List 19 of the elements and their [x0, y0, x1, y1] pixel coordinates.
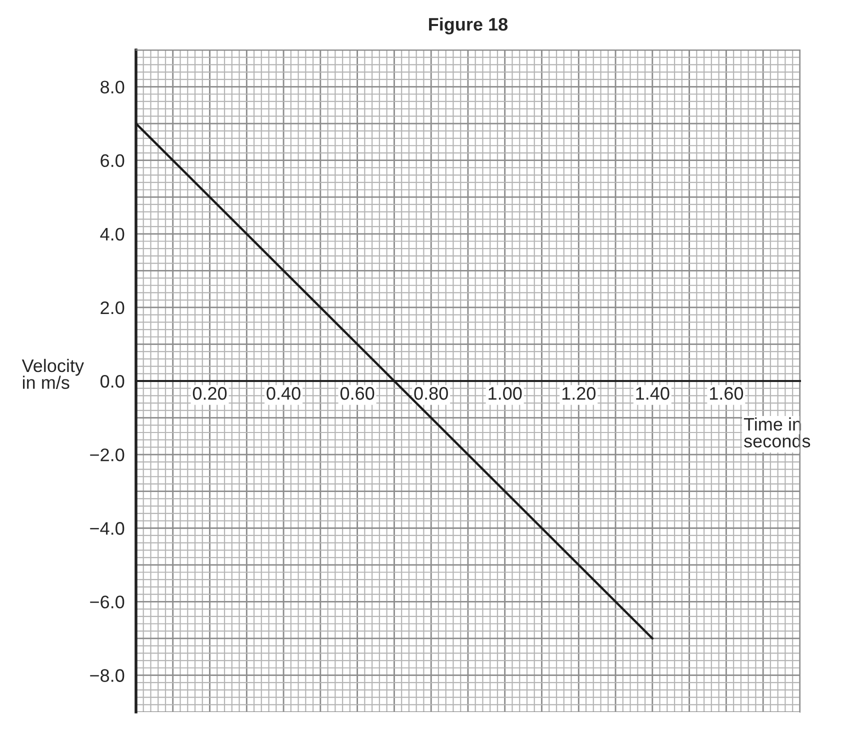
y-tick-label: 8.0: [100, 80, 124, 94]
y-tick-label: −6.0: [90, 596, 124, 608]
x-tick-label: 0.80: [414, 387, 448, 400]
x-tick-label: 0.60: [340, 387, 374, 400]
x-tick-label: 1.00: [488, 387, 522, 400]
y-tick-label: −4.0: [90, 522, 124, 535]
x-tick-label: 0.20: [192, 387, 227, 400]
chart-title: Figure 18: [429, 17, 508, 34]
x-tick-label: 1.20: [562, 387, 596, 400]
y-axis-title: Velocity in m/s: [22, 358, 84, 389]
y-tick-label: 6.0: [100, 154, 124, 168]
y-tick-label: 2.0: [100, 301, 124, 314]
y-tick-label: −8.0: [90, 669, 124, 682]
y-tick-label: −2.0: [90, 448, 124, 462]
y-tick-label: 0.0: [100, 374, 124, 388]
x-tick-label: 1.60: [710, 387, 744, 400]
y-tick-label: 4.0: [100, 228, 124, 241]
x-tick-label: 1.40: [636, 387, 670, 400]
x-tick-label: 0.40: [266, 387, 300, 400]
